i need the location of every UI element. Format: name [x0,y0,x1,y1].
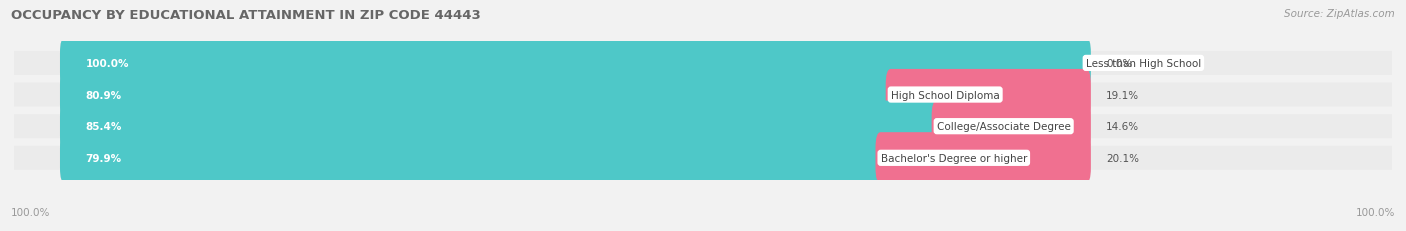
FancyBboxPatch shape [60,70,896,121]
FancyBboxPatch shape [60,133,886,184]
Text: 100.0%: 100.0% [1355,207,1395,217]
Text: Source: ZipAtlas.com: Source: ZipAtlas.com [1284,9,1395,19]
Text: College/Associate Degree: College/Associate Degree [936,122,1070,132]
FancyBboxPatch shape [60,38,1091,89]
FancyBboxPatch shape [14,52,1392,76]
Text: 79.9%: 79.9% [86,153,122,163]
FancyBboxPatch shape [14,146,1392,170]
Text: 85.4%: 85.4% [86,122,122,132]
Text: Bachelor's Degree or higher: Bachelor's Degree or higher [880,153,1026,163]
Text: 19.1%: 19.1% [1107,90,1139,100]
FancyBboxPatch shape [14,115,1392,139]
FancyBboxPatch shape [60,101,942,152]
FancyBboxPatch shape [886,70,1091,121]
Text: 100.0%: 100.0% [11,207,51,217]
Text: 100.0%: 100.0% [86,59,129,69]
Text: Less than High School: Less than High School [1085,59,1201,69]
Text: 20.1%: 20.1% [1107,153,1139,163]
Text: High School Diploma: High School Diploma [891,90,1000,100]
FancyBboxPatch shape [876,133,1091,184]
FancyBboxPatch shape [14,83,1392,107]
Text: OCCUPANCY BY EDUCATIONAL ATTAINMENT IN ZIP CODE 44443: OCCUPANCY BY EDUCATIONAL ATTAINMENT IN Z… [11,9,481,22]
FancyBboxPatch shape [60,70,1091,121]
FancyBboxPatch shape [60,101,1091,152]
FancyBboxPatch shape [60,133,1091,184]
Text: 0.0%: 0.0% [1107,59,1132,69]
Text: 14.6%: 14.6% [1107,122,1139,132]
FancyBboxPatch shape [60,38,1091,89]
FancyBboxPatch shape [932,101,1091,152]
Text: 80.9%: 80.9% [86,90,122,100]
